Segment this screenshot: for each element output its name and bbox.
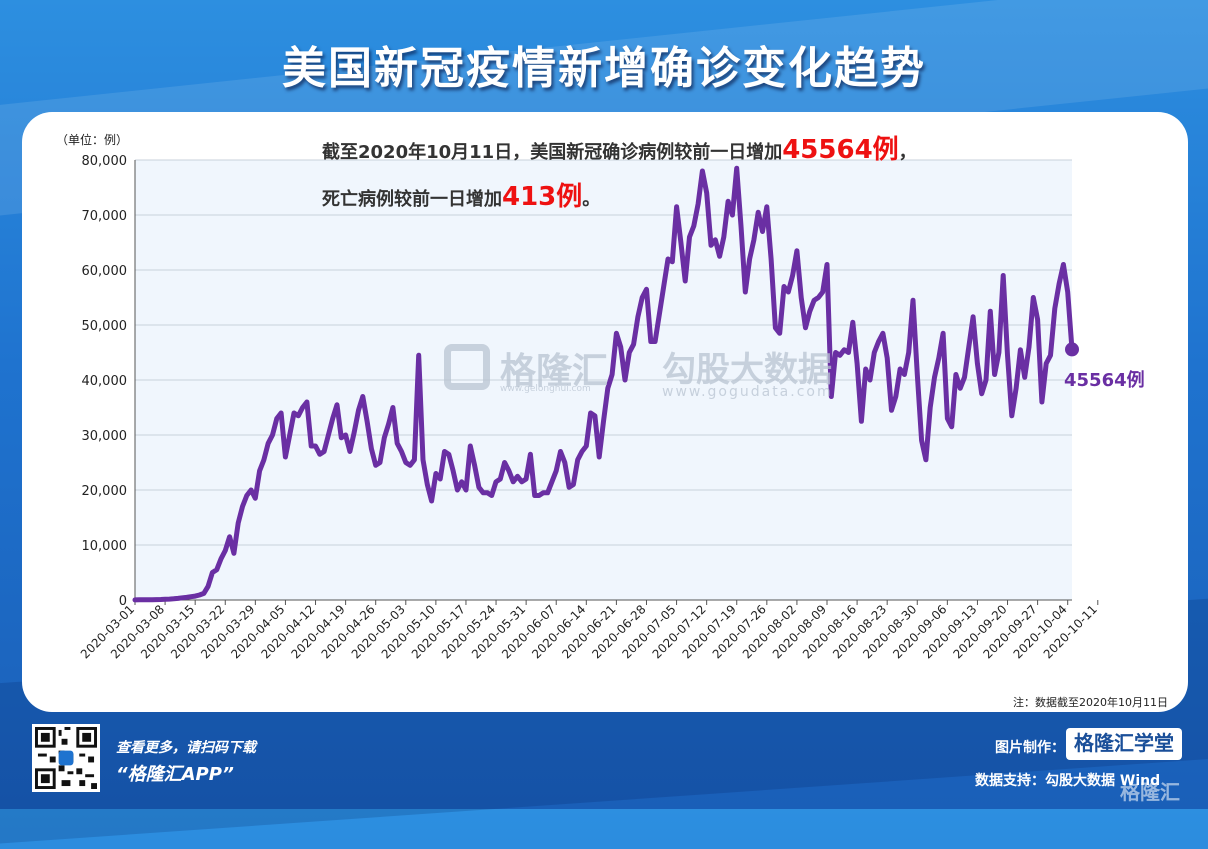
y-unit-label: （单位：例） (56, 133, 129, 147)
end-point-label: 45564例 (1064, 370, 1145, 391)
annotation-line-2-suffix: 。 (582, 189, 601, 210)
line-chart: 0 10,000 20,000 30,000 40,000 50,000 60,000 70,… (78, 154, 1100, 661)
annotation-line-2: 死亡病例较前一日增加413例。 (322, 175, 1022, 222)
qr-code-icon[interactable] (32, 724, 100, 792)
watermark-partner-url: www.gogudata.com (662, 384, 833, 400)
annotation-line-1-suffix: ， (898, 142, 917, 163)
series-line (132, 165, 1075, 603)
y-tick-label: 30,000 (82, 429, 128, 444)
watermark-brand: 格隆汇 (500, 351, 609, 392)
new-deaths-value: 413例 (502, 182, 583, 212)
y-tick-label: 20,000 (82, 484, 128, 499)
qr-code-graphic (35, 727, 97, 789)
chart-footnote: 注：数据截至2020年10月11日 (1013, 696, 1168, 709)
watermark-brand-url: www.gelonghui.com (500, 384, 591, 394)
annotation-line-1: 截至2020年10月11日，美国新冠确诊病例较前一日增加45564例， (322, 128, 1022, 175)
watermark-logo-icon (444, 344, 490, 390)
y-tick-label: 10,000 (82, 539, 128, 554)
watermark-partner: 勾股大数据 (662, 350, 832, 390)
y-tick-label: 0 (119, 594, 127, 609)
corner-watermark: 格隆汇 (1120, 780, 1180, 804)
made-by-label: 图片制作： (995, 740, 1065, 756)
app-name: “格隆汇APP” (116, 764, 234, 785)
annotation-text: 截至2020年10月11日，美国新冠确诊病例较前一日增加45564例， 死亡病例… (322, 128, 1022, 222)
y-tick-label: 80,000 (82, 154, 128, 169)
new-cases-value: 45564例 (782, 135, 899, 165)
page-title: 美国新冠疫情新增确诊变化趋势 (282, 43, 926, 94)
annotation-line-1-prefix: 截至2020年10月11日，美国新冠确诊病例较前一日增加 (322, 142, 783, 163)
y-tick-label: 50,000 (82, 319, 128, 334)
end-point-marker (1065, 342, 1079, 357)
made-by-brand-logo: 格隆汇学堂 (1066, 728, 1182, 760)
y-tick-label: 40,000 (82, 374, 128, 389)
scan-prompt: 查看更多，请扫码下载 (116, 740, 256, 756)
y-tick-label: 60,000 (82, 264, 128, 279)
y-tick-label: 70,000 (82, 209, 128, 224)
data-source: 数据支持：勾股大数据 Wind (975, 773, 1161, 789)
annotation-line-2-prefix: 死亡病例较前一日增加 (322, 189, 502, 210)
